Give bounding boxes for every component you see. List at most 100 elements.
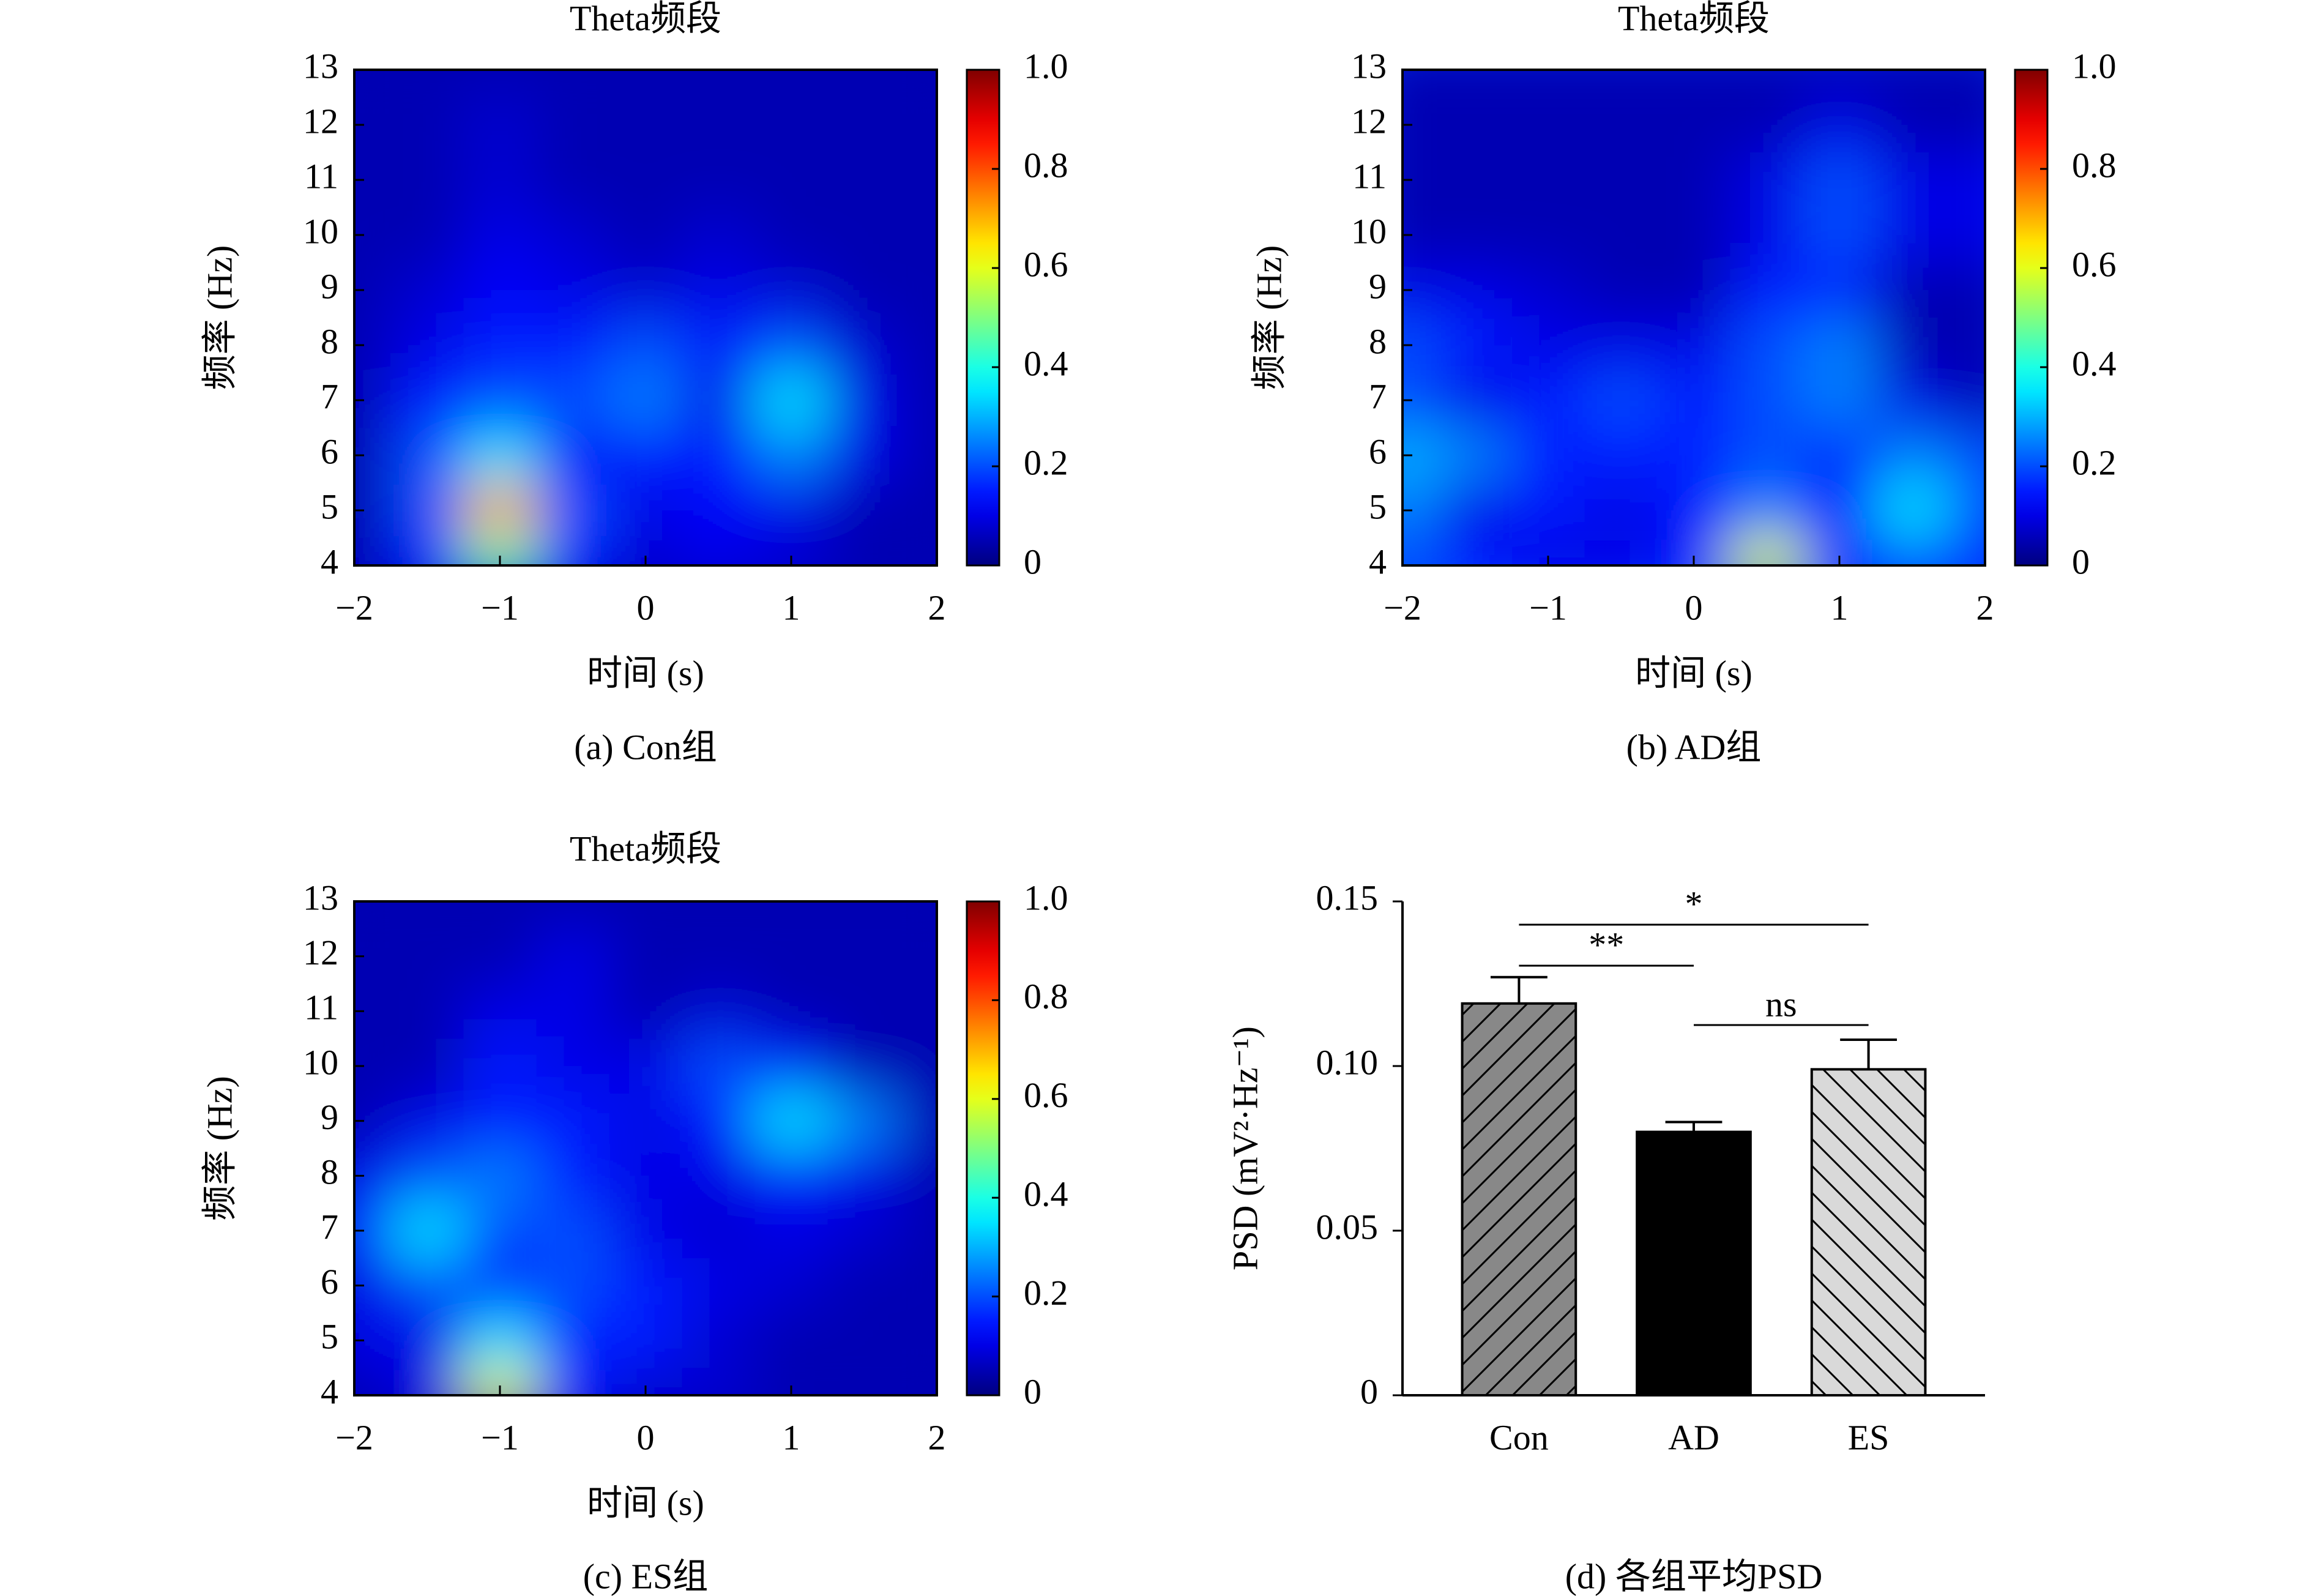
heatmap-cell <box>609 1203 682 1258</box>
heatmap-cell <box>1511 97 1585 152</box>
colorbar-tick-label: 1.0 <box>2072 46 2117 86</box>
colorbar-tick-label: 0.6 <box>2072 244 2117 284</box>
heatmap-cell <box>390 70 464 97</box>
y-axis-label: 频率 (Hz) <box>1249 245 1289 390</box>
heatmap-cell <box>390 1148 464 1204</box>
heatmap-cell <box>1730 207 1803 263</box>
heatmap-cell <box>682 1148 755 1204</box>
heatmap-cell <box>754 1203 828 1258</box>
heatmap-cell <box>1511 373 1585 428</box>
colorbar-tick-label: 1.0 <box>1024 46 1068 86</box>
heatmap-cells <box>354 70 937 565</box>
heatmap-cell <box>609 901 682 929</box>
colorbar-tick-label: 0.2 <box>1024 442 1068 482</box>
x-tick-label: 1 <box>1831 587 1849 627</box>
y-tick-label: 8 <box>1369 321 1387 361</box>
y-tick-label: 13 <box>303 878 338 917</box>
heatmap-cell <box>900 318 937 373</box>
chart-title: Theta频段 <box>570 0 721 38</box>
x-tick-label: −1 <box>481 1417 519 1457</box>
heatmap-cell <box>900 373 937 428</box>
y-tick-label: 4 <box>321 542 338 581</box>
x-tick-label: AD <box>1668 1417 1719 1457</box>
y-tick-label: 0.15 <box>1316 878 1379 917</box>
colorbar-tick-label: 0.2 <box>2072 442 2117 482</box>
heatmap-cell <box>827 207 901 263</box>
heatmap-cell <box>536 263 609 318</box>
y-tick-label: 8 <box>321 1152 338 1192</box>
heatmap-cell <box>1730 318 1803 373</box>
y-tick-label: 0 <box>1360 1371 1378 1411</box>
heatmap-cell <box>1948 152 1985 207</box>
heatmap-cell <box>827 263 901 318</box>
heatmap-cell <box>609 207 682 263</box>
heatmap-cell <box>827 483 901 538</box>
heatmap-cell <box>1803 373 1876 428</box>
heatmap-cell <box>682 1093 755 1149</box>
heatmap-cell <box>463 983 537 1039</box>
heatmap-cell <box>682 1368 755 1395</box>
heatmap-cell <box>827 428 901 483</box>
heatmap-cell <box>1948 373 1985 428</box>
y-tick-label: 6 <box>321 1262 338 1302</box>
heatmap-cell <box>1584 263 1658 318</box>
heatmap-cell <box>1439 538 1512 565</box>
heatmap-cell <box>754 97 828 152</box>
y-tick-label: 7 <box>1369 376 1387 416</box>
y-tick-label: 0.05 <box>1316 1207 1379 1247</box>
heatmap-cell <box>609 928 682 984</box>
heatmap-cell <box>1439 207 1512 263</box>
heatmap-cell <box>1730 70 1803 97</box>
heatmap-cell <box>390 1039 464 1094</box>
heatmap-cell <box>609 263 682 318</box>
heatmap-cell <box>1948 263 1985 318</box>
heatmap-cell <box>1439 428 1512 483</box>
heatmap-cell <box>536 152 609 207</box>
heatmap-cell <box>1657 263 1730 318</box>
heatmap-cell <box>536 483 609 538</box>
heatmap-cell <box>390 263 464 318</box>
heatmap-cell <box>682 483 755 538</box>
heatmap <box>1402 70 1985 565</box>
heatmap-cell <box>609 428 682 483</box>
y-tick-label: 11 <box>1352 156 1387 196</box>
heatmap-cell <box>390 1093 464 1149</box>
x-axis-label: 时间 (s) <box>587 1483 704 1523</box>
heatmap-cell <box>754 1093 828 1149</box>
heatmap-cell <box>1803 70 1876 97</box>
x-tick-label: 0 <box>637 587 655 627</box>
heatmap-cell <box>463 1093 537 1149</box>
heatmap-cell <box>682 152 755 207</box>
x-axis-label: 时间 (s) <box>1635 653 1752 693</box>
heatmap-cell <box>754 70 828 97</box>
heatmap-cell <box>609 483 682 538</box>
heatmap-cell <box>900 538 937 565</box>
heatmap-cell <box>754 483 828 538</box>
bar <box>1636 1130 1752 1396</box>
heatmap-cell <box>827 1039 901 1094</box>
heatmap-cell <box>390 1203 464 1258</box>
heatmap-cell <box>827 538 901 565</box>
heatmap-cell <box>463 1148 537 1204</box>
heatmap-cell <box>900 428 937 483</box>
heatmap-cell <box>1730 152 1803 207</box>
heatmap-cell <box>1657 483 1730 538</box>
heatmap <box>354 70 937 565</box>
heatmap-cell <box>827 1368 901 1395</box>
heatmap-cell <box>609 152 682 207</box>
y-tick-label: 10 <box>1351 211 1387 251</box>
heatmap-cell <box>754 901 828 929</box>
heatmap-cell <box>682 318 755 373</box>
heatmap-cell <box>536 1039 609 1094</box>
colorbar-tick-label: 0.4 <box>1024 1174 1068 1214</box>
heatmap-cell <box>1402 538 1439 565</box>
heatmap-cell <box>536 1203 609 1258</box>
heatmap-cell <box>682 97 755 152</box>
heatmap-cell <box>900 152 937 207</box>
heatmap-cell <box>609 1313 682 1368</box>
heatmap-cell <box>1948 483 1985 538</box>
heatmap-cell <box>390 152 464 207</box>
heatmap-cell <box>1439 318 1512 373</box>
heatmap-cell <box>536 928 609 984</box>
heatmap-cell <box>1875 152 1949 207</box>
